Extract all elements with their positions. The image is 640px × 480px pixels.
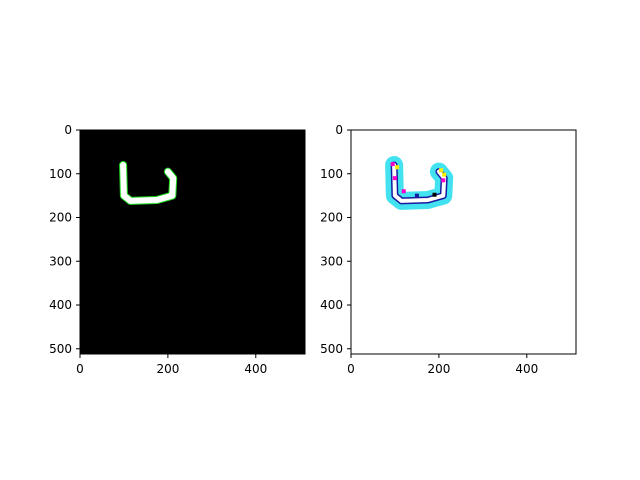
y-tick-label: 200	[320, 211, 343, 225]
prediction-speck	[395, 165, 400, 170]
stroke-mark	[120, 162, 177, 204]
prediction-speck	[392, 176, 397, 181]
right-panel: 0 200 400 0 100 200 300 400 500	[320, 123, 577, 376]
x-tick-label: 200	[156, 362, 179, 376]
y-tick-label: 500	[49, 342, 72, 356]
y-tick-label: 400	[320, 298, 343, 312]
y-tick-label: 400	[49, 298, 72, 312]
image-area	[80, 130, 305, 354]
y-tick-label: 500	[320, 342, 343, 356]
y-tick-label: 0	[64, 123, 72, 137]
prediction-speck	[432, 192, 437, 197]
prediction-speck	[439, 168, 444, 173]
y-tick-label: 300	[49, 254, 72, 268]
prediction-speck	[414, 193, 419, 198]
x-tick-label: 400	[244, 362, 267, 376]
x-tick-label: 400	[515, 362, 538, 376]
prediction-speck	[401, 189, 406, 194]
prediction-speck	[441, 178, 446, 183]
axes-frame	[79, 129, 306, 355]
y-tick-label: 300	[320, 254, 343, 268]
prediction-speck	[442, 172, 447, 177]
x-tick-label: 200	[427, 362, 450, 376]
x-tick-label: 0	[76, 362, 84, 376]
y-tick-label: 100	[49, 167, 72, 181]
y-tick-label: 200	[49, 211, 72, 225]
y-tick-label: 0	[335, 123, 343, 137]
image-area	[351, 130, 576, 354]
y-tick-label: 100	[320, 167, 343, 181]
x-tick-label: 0	[347, 362, 355, 376]
prediction-core	[392, 163, 447, 203]
axes-frame	[350, 129, 577, 355]
left-panel: 0 200 400 0 100 200 300 400 500	[49, 123, 306, 376]
prediction-speck	[390, 162, 395, 167]
